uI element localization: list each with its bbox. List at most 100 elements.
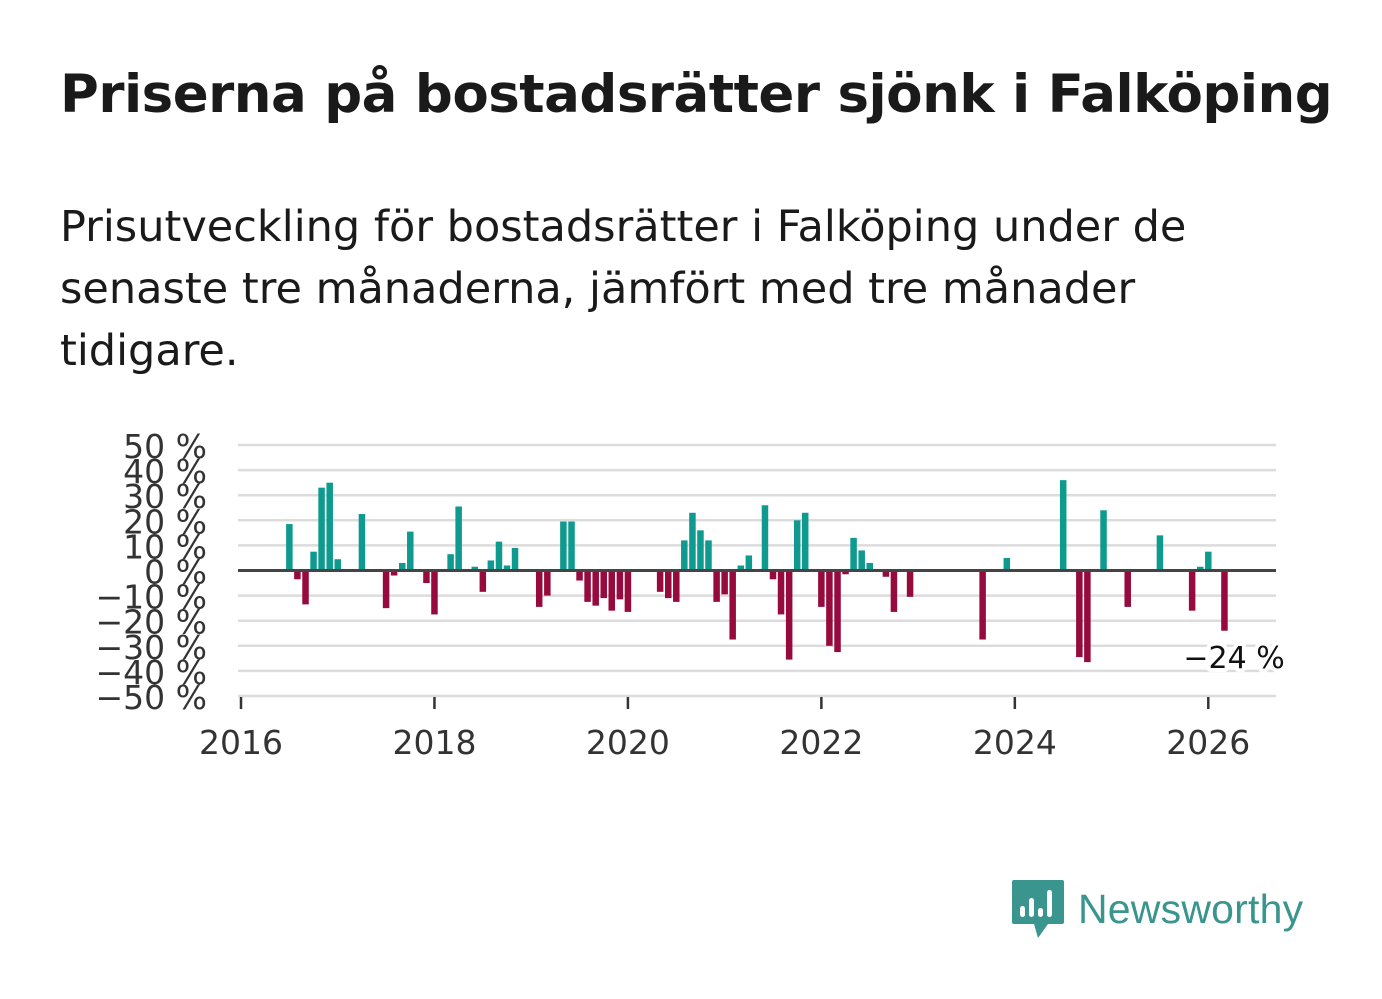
bar bbox=[705, 540, 712, 571]
bar bbox=[302, 570, 309, 605]
x-axis: 2016 2018 2020 2022 2024 2026 bbox=[199, 697, 1250, 762]
bar bbox=[673, 570, 680, 602]
bar bbox=[745, 555, 753, 571]
bar bbox=[624, 570, 632, 612]
bar bbox=[721, 570, 728, 595]
bar bbox=[689, 512, 696, 571]
bar bbox=[495, 541, 503, 571]
y-tick-label: −20 % bbox=[96, 603, 208, 642]
y-tick-label: 20 % bbox=[123, 502, 207, 541]
gridlines bbox=[238, 443, 1276, 698]
bar bbox=[407, 531, 414, 571]
x-tick-label: 2018 bbox=[392, 723, 476, 762]
bar bbox=[1084, 570, 1091, 663]
bar bbox=[487, 560, 495, 571]
bar bbox=[777, 570, 785, 615]
bar bbox=[801, 512, 809, 571]
bar bbox=[890, 570, 898, 612]
x-tick-label: 2026 bbox=[1166, 723, 1250, 762]
bar bbox=[842, 570, 849, 575]
y-tick-label: −50 % bbox=[96, 678, 208, 717]
y-tick-label: 10 % bbox=[123, 527, 207, 566]
bar bbox=[681, 540, 688, 571]
x-tick-label: 2016 bbox=[199, 723, 283, 762]
bar bbox=[447, 554, 454, 571]
y-tick-label: −30 % bbox=[96, 628, 208, 667]
bar bbox=[334, 559, 341, 571]
bar bbox=[358, 514, 366, 571]
bar bbox=[1188, 570, 1196, 611]
logo-text: Newsworthy bbox=[1078, 885, 1304, 932]
bar bbox=[785, 570, 793, 660]
bar bbox=[294, 570, 301, 580]
bar bbox=[511, 547, 519, 571]
bar bbox=[503, 565, 511, 571]
bar-chart-speech-bubble-icon bbox=[1012, 880, 1064, 938]
y-tick-label: 30 % bbox=[123, 477, 207, 516]
bar bbox=[834, 570, 841, 653]
chart-subtitle: Prisutveckling för bostadsrätter i Falkö… bbox=[60, 202, 1187, 376]
bar bbox=[1003, 557, 1011, 571]
bar bbox=[318, 487, 325, 571]
bar bbox=[979, 570, 986, 640]
bar bbox=[761, 505, 769, 571]
bar bbox=[423, 570, 430, 584]
bar bbox=[656, 570, 664, 592]
bar bbox=[479, 570, 487, 592]
bar bbox=[713, 570, 720, 602]
y-tick-label: −10 % bbox=[96, 578, 208, 617]
bar bbox=[729, 570, 736, 640]
bar bbox=[1197, 566, 1204, 571]
bar bbox=[382, 570, 390, 609]
bar bbox=[1205, 551, 1212, 571]
bar bbox=[455, 506, 462, 571]
bar bbox=[600, 570, 607, 599]
bar bbox=[616, 570, 624, 600]
bar bbox=[576, 570, 583, 581]
y-tick-label: 50 % bbox=[123, 427, 207, 466]
chart-title: Priserna på bostadsrätter sjönk i Falköp… bbox=[60, 64, 1333, 125]
bar bbox=[1076, 570, 1083, 658]
x-tick-label: 2022 bbox=[779, 723, 863, 762]
annotation-label: −24 % bbox=[1183, 641, 1284, 676]
bar bbox=[1059, 480, 1067, 571]
y-tick-label: −40 % bbox=[96, 653, 208, 692]
bar bbox=[584, 570, 591, 602]
bar bbox=[568, 521, 575, 571]
bar bbox=[769, 570, 777, 580]
bar-chart: 50 %40 %30 %20 %10 %0 %−10 %−20 %−30 %−4… bbox=[96, 427, 1289, 762]
bar bbox=[310, 551, 317, 571]
bar bbox=[326, 482, 333, 571]
annotation-group: −24 %−24 % bbox=[1179, 637, 1288, 680]
annotation-halo: −24 % bbox=[1183, 641, 1284, 676]
bar bbox=[1124, 570, 1131, 607]
bar bbox=[1156, 535, 1164, 571]
bar bbox=[431, 570, 438, 615]
bar bbox=[1100, 510, 1107, 571]
x-tick-label: 2020 bbox=[586, 723, 670, 762]
bars bbox=[286, 480, 1228, 663]
bar bbox=[390, 570, 398, 576]
bar bbox=[665, 570, 672, 599]
bar bbox=[560, 521, 567, 571]
y-tick-label: 0 % bbox=[144, 553, 207, 592]
bar bbox=[286, 524, 293, 571]
bar bbox=[793, 520, 801, 571]
bar bbox=[906, 570, 914, 597]
x-tick-label: 2024 bbox=[973, 723, 1057, 762]
bar bbox=[697, 530, 704, 571]
bar bbox=[737, 565, 745, 571]
bar bbox=[608, 570, 616, 611]
bar bbox=[535, 570, 543, 607]
bar bbox=[826, 570, 833, 646]
bar bbox=[858, 550, 865, 571]
bar bbox=[471, 566, 479, 571]
y-tick-label: 40 % bbox=[123, 452, 207, 491]
bar bbox=[850, 537, 857, 571]
bar bbox=[544, 570, 551, 596]
bar bbox=[1221, 570, 1228, 631]
newsworthy-logo: Newsworthy bbox=[1010, 878, 1303, 940]
bar bbox=[882, 570, 890, 577]
bar bbox=[398, 562, 406, 571]
bar bbox=[866, 562, 873, 571]
